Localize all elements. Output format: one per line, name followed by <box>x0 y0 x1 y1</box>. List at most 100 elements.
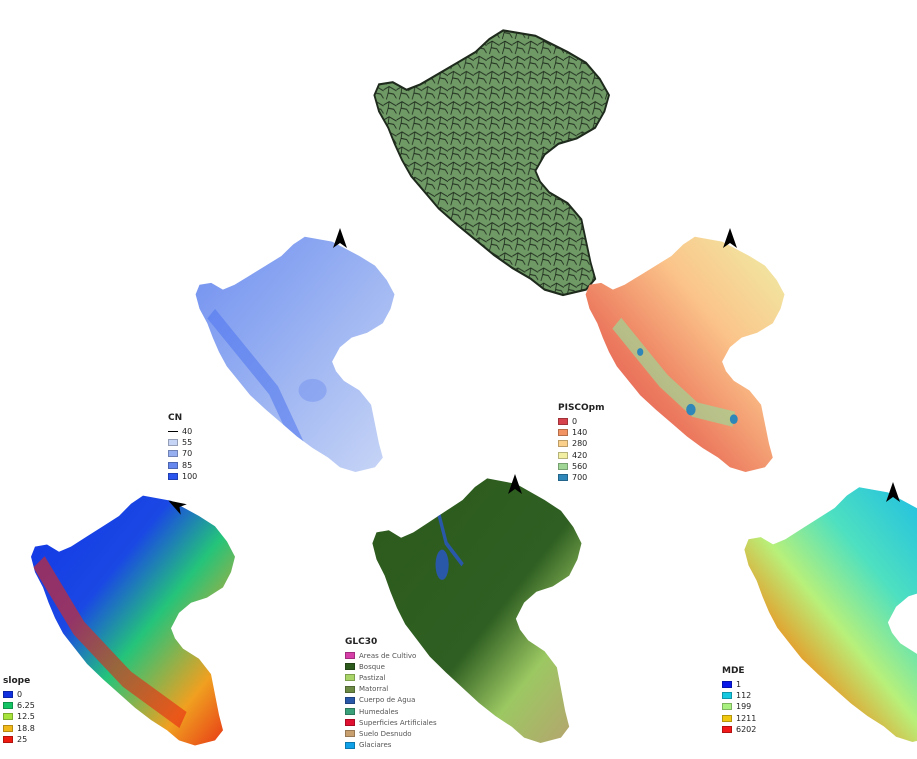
legend-label: Humedales <box>359 707 399 716</box>
legend-label: 112 <box>736 691 752 701</box>
legend-swatch <box>558 429 568 437</box>
legend-item: Areas de Cultivo <box>345 650 437 661</box>
legend-swatch <box>168 461 178 469</box>
legend-swatch <box>558 451 568 459</box>
legend-swatch <box>345 696 355 704</box>
pisco-legend: PISCOpm 0 140 280 420 560 700 <box>558 403 605 483</box>
north-arrow-icon <box>723 228 737 248</box>
legend-label: 6.25 <box>17 701 35 711</box>
legend-item: Bosque <box>345 661 437 672</box>
legend-item: 700 <box>558 472 605 483</box>
legend-swatch <box>558 462 568 470</box>
basins-map <box>373 29 611 297</box>
legend-label: Areas de Cultivo <box>359 651 417 660</box>
legend-item: 70 <box>168 448 197 459</box>
legend-swatch <box>722 714 732 722</box>
legend-label: 12.5 <box>17 712 35 722</box>
legend-swatch <box>345 730 355 738</box>
legend-label: 140 <box>572 428 588 438</box>
legend-title: slope <box>3 676 31 686</box>
legend-swatch <box>345 685 355 693</box>
legend-item: Pastizal <box>345 672 437 683</box>
legend-title: MDE <box>722 666 745 676</box>
legend-label: 18.8 <box>17 723 35 733</box>
legend-swatch <box>3 735 13 743</box>
legend-item: 40 <box>168 426 197 437</box>
legend-item: 199 <box>722 701 756 712</box>
legend-item: Suelo Desnudo <box>345 728 437 739</box>
legend-swatch <box>3 702 13 710</box>
legend-item: 55 <box>168 437 197 448</box>
legend-swatch <box>345 719 355 727</box>
legend-label: Pastizal <box>359 673 386 682</box>
mde-legend: MDE 1 112 199 1211 6202 <box>722 666 756 735</box>
legend-swatch <box>345 708 355 716</box>
glc30-map <box>372 478 582 743</box>
legend-swatch <box>3 691 13 699</box>
legend-label: 560 <box>572 461 588 471</box>
legend-label: 40 <box>182 427 193 437</box>
legend-item: 560 <box>558 461 605 472</box>
legend-item: 12.5 <box>3 711 35 722</box>
legend-item: 1 <box>722 679 756 690</box>
legend-item: 6202 <box>722 724 756 735</box>
legend-swatch <box>168 472 178 480</box>
legend-swatch <box>345 663 355 671</box>
legend-label: 85 <box>182 460 193 470</box>
legend-swatch <box>722 725 732 733</box>
legend-label: 1 <box>736 680 742 690</box>
legend-label: 280 <box>572 439 588 449</box>
legend-swatch <box>168 431 178 433</box>
legend-item: 18.8 <box>3 723 35 734</box>
north-arrow-icon <box>508 474 522 494</box>
legend-label: 1211 <box>736 713 757 723</box>
legend-swatch <box>345 652 355 660</box>
legend-swatch <box>3 724 13 732</box>
legend-item: 112 <box>722 690 756 701</box>
legend-label: 199 <box>736 702 752 712</box>
legend-item: 25 <box>3 734 35 745</box>
legend-swatch <box>168 450 178 458</box>
slope-legend: slope 0 6.25 12.5 18.8 25 <box>3 676 35 745</box>
legend-label: Glaciares <box>359 741 392 750</box>
pisco-map <box>585 236 785 472</box>
legend-label: 25 <box>17 734 28 744</box>
slope-map <box>31 495 235 746</box>
legend-item: Glaciares <box>345 740 437 751</box>
glc30-legend: GLC30 Areas de Cultivo Bosque Pastizal Mato… <box>345 637 437 751</box>
north-arrow-icon <box>886 482 900 502</box>
legend-label: 0 <box>17 690 23 700</box>
legend-item: 0 <box>558 416 605 427</box>
legend-item: 85 <box>168 460 197 471</box>
legend-label: 100 <box>182 471 198 481</box>
legend-label: 0 <box>572 417 578 427</box>
legend-title: CN <box>168 413 183 423</box>
legend-item: 6.25 <box>3 700 35 711</box>
legend-item: 1211 <box>722 713 756 724</box>
mde-map <box>744 487 917 742</box>
legend-title: GLC30 <box>345 637 378 647</box>
legend-swatch <box>558 474 568 482</box>
legend-swatch <box>168 439 178 447</box>
legend-item: 280 <box>558 438 605 449</box>
legend-item: 0 <box>3 689 35 700</box>
cn-map <box>195 236 395 472</box>
legend-label: 420 <box>572 450 588 460</box>
legend-label: 700 <box>572 473 588 483</box>
north-arrow-icon <box>333 228 347 248</box>
legend-swatch <box>345 674 355 682</box>
legend-item: 100 <box>168 471 197 482</box>
legend-swatch <box>722 681 732 689</box>
north-arrow-icon <box>168 500 187 515</box>
legend-label: Bosque <box>359 662 385 671</box>
legend-swatch <box>3 713 13 721</box>
legend-swatch <box>345 741 355 749</box>
legend-swatch <box>558 440 568 448</box>
legend-item: 140 <box>558 427 605 438</box>
legend-label: Superficies Artificiales <box>359 718 437 727</box>
legend-title: PISCOpm <box>558 403 605 413</box>
legend-label: Cuerpo de Agua <box>359 696 416 705</box>
legend-label: 70 <box>182 449 193 459</box>
legend-item: 420 <box>558 450 605 461</box>
